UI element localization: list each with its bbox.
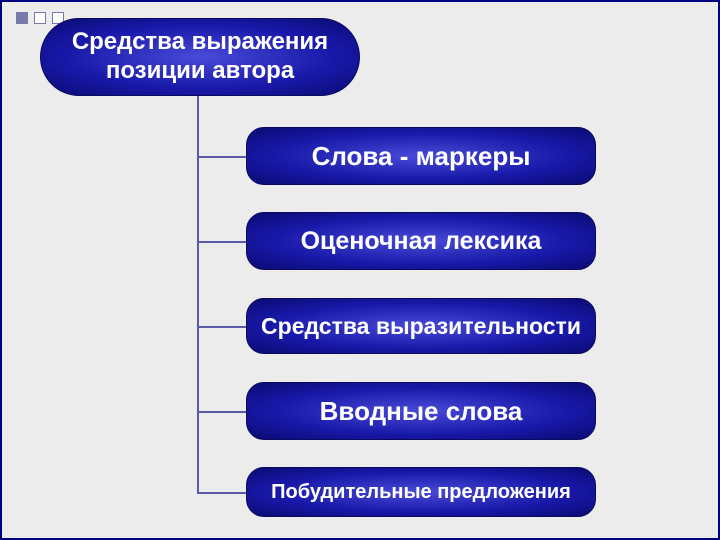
root-label: Средства выражения позиции автора bbox=[41, 28, 359, 86]
child-label: Средства выразительности bbox=[261, 313, 581, 340]
child-label: Побудительные предложения bbox=[271, 481, 571, 504]
child-node: Вводные слова bbox=[246, 382, 596, 440]
child-node: Побудительные предложения bbox=[246, 467, 596, 517]
root-node: Средства выражения позиции автора bbox=[40, 18, 360, 96]
connector-branch bbox=[197, 326, 246, 328]
child-label: Оценочная лексика bbox=[301, 227, 542, 256]
child-node: Оценочная лексика bbox=[246, 212, 596, 270]
connector-branch bbox=[197, 241, 246, 243]
child-node: Слова - маркеры bbox=[246, 127, 596, 185]
child-label: Слова - маркеры bbox=[312, 141, 531, 172]
child-label: Вводные слова bbox=[320, 396, 523, 427]
connector-branch bbox=[197, 492, 246, 494]
connector-branch bbox=[197, 411, 246, 413]
connector-branch bbox=[197, 156, 246, 158]
decor-square bbox=[16, 12, 28, 24]
decor-square bbox=[34, 12, 46, 24]
child-node: Средства выразительности bbox=[246, 298, 596, 354]
corner-decoration bbox=[16, 12, 64, 24]
